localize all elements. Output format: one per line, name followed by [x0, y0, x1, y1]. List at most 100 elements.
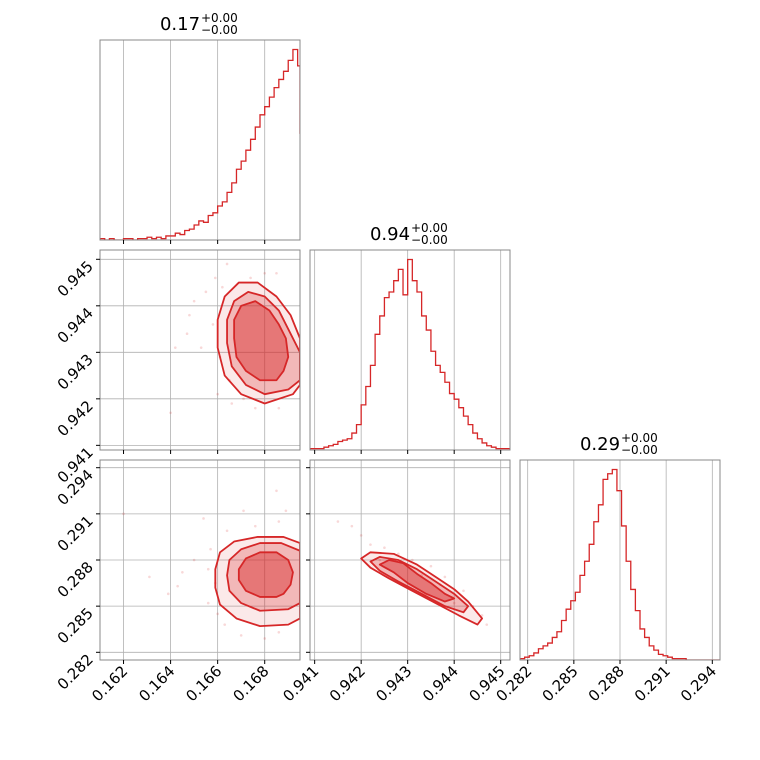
sample-point	[188, 313, 191, 317]
panel-title: 0.29 +0.00−0.00	[580, 431, 658, 457]
sample-point	[213, 276, 217, 280]
sample-point	[176, 584, 179, 588]
panel-frame	[99, 39, 301, 241]
sample-point	[211, 323, 215, 326]
contour-level-1	[237, 551, 294, 598]
title-upper-error: +0.00	[201, 11, 238, 25]
sample-point	[209, 547, 212, 551]
sample-point	[225, 262, 229, 266]
sample-point	[284, 509, 288, 513]
sample-point	[480, 614, 484, 617]
sample-point	[359, 534, 363, 537]
sample-point	[225, 529, 229, 533]
sample-point	[263, 271, 267, 275]
title-lower-error: −0.00	[201, 23, 238, 37]
title-value: 0.17	[160, 14, 200, 35]
sample-point	[350, 524, 354, 528]
sample-point	[485, 623, 489, 626]
sample-point	[277, 520, 281, 523]
histogram-step	[100, 48, 300, 240]
panel-2-1: 0.941 0.942 0.943 0.944 0.945	[279, 459, 511, 705]
sample-point	[253, 406, 257, 410]
sample-point	[253, 524, 257, 528]
x-tick-label: 0.294	[677, 662, 720, 705]
sample-point	[221, 285, 224, 289]
contour-level-2	[369, 556, 470, 614]
panel-2-0: 0.162 0.164 0.166 0.168 0.2820.2850.2880.291…	[54, 459, 301, 705]
sample-point	[369, 543, 372, 546]
sample-point	[263, 637, 267, 640]
sample-point	[275, 271, 278, 275]
y-tick-label: 0.942	[54, 397, 97, 440]
panel-0-0: 0.17 +0.00−0.00	[99, 11, 301, 244]
sample-point	[169, 411, 172, 415]
panel-data	[100, 48, 300, 240]
sample-point	[383, 546, 386, 549]
y-tick-label: 0.945	[54, 257, 97, 300]
contour-level-1	[233, 300, 290, 382]
histogram-step	[310, 258, 510, 450]
panel-data	[122, 489, 300, 640]
sample-point	[216, 392, 219, 396]
title-value: 0.94	[370, 224, 410, 245]
x-tick-label: 0.288	[585, 662, 628, 705]
sample-point	[122, 512, 125, 516]
panel-title: 0.17 +0.00−0.00	[160, 11, 238, 37]
sample-point	[223, 623, 227, 626]
sample-point	[173, 346, 177, 349]
title-lower-error: −0.00	[621, 443, 658, 457]
panel-frame	[309, 249, 511, 451]
x-tick-label: 0.941	[279, 662, 322, 705]
title-upper-error: +0.00	[411, 221, 448, 235]
histogram-step	[520, 468, 720, 660]
sample-point	[230, 402, 234, 405]
sample-point	[378, 558, 382, 562]
x-tick-label: 0.164	[135, 662, 178, 705]
title-value: 0.29	[580, 434, 620, 455]
sample-point	[443, 575, 447, 579]
sample-point	[242, 397, 245, 401]
contour-level-3	[214, 536, 300, 628]
y-tick-label: 0.291	[54, 512, 97, 555]
sample-point	[277, 406, 281, 410]
sample-point	[166, 592, 170, 596]
panel-data	[169, 262, 300, 415]
panel-title: 0.94 +0.00−0.00	[370, 221, 448, 247]
title-upper-error: +0.00	[621, 431, 658, 445]
title-lower-error: −0.00	[411, 233, 448, 247]
sample-point	[192, 299, 196, 303]
y-tick-label: 0.943	[54, 350, 97, 393]
y-tick-label: 0.944	[54, 304, 97, 347]
sample-point	[397, 552, 400, 556]
x-tick-label: 0.942	[326, 662, 369, 705]
x-tick-label: 0.168	[229, 662, 272, 705]
sample-point	[181, 571, 184, 574]
sample-point	[216, 612, 219, 616]
x-tick-label: 0.291	[631, 662, 674, 705]
sample-point	[204, 290, 208, 294]
contour-level-1	[378, 559, 456, 603]
sample-point	[185, 332, 189, 336]
panel-1-1: 0.94 +0.00−0.00	[309, 221, 511, 454]
sample-point	[411, 558, 414, 562]
sample-point	[336, 520, 340, 523]
x-tick-label: 0.162	[88, 662, 131, 705]
sample-point	[275, 489, 278, 493]
sample-point	[249, 276, 252, 280]
sample-point	[277, 631, 281, 634]
sample-point	[462, 589, 465, 593]
panel-frame	[99, 249, 301, 451]
y-tick-label: 0.285	[54, 604, 97, 647]
sample-point	[242, 509, 245, 513]
sample-point	[206, 601, 210, 605]
sample-point	[206, 567, 210, 571]
sample-point	[148, 575, 151, 579]
sample-point	[239, 634, 243, 637]
x-tick-label: 0.944	[419, 662, 462, 705]
x-tick-label: 0.943	[372, 662, 415, 705]
x-tick-label: 0.166	[182, 662, 225, 705]
sample-point	[452, 601, 456, 605]
